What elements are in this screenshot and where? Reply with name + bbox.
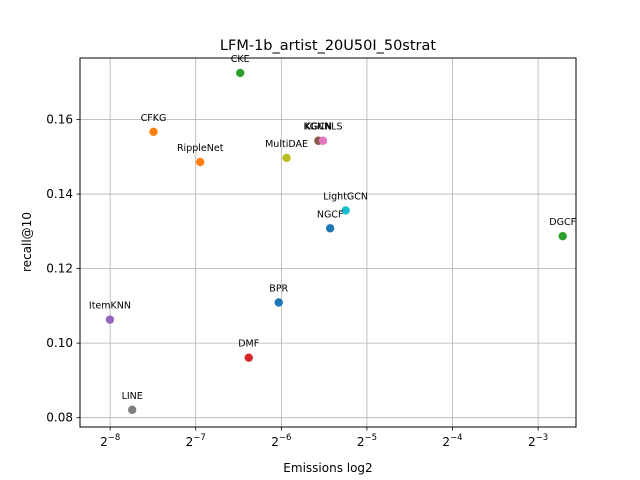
x-tick-exponent: −6: [279, 433, 292, 443]
data-point-cke: [236, 68, 245, 78]
x-axis-label: Emissions log2: [283, 461, 372, 475]
x-tick-label: 2−5: [357, 433, 377, 449]
axis-ticks: 2−8 2−7 2−6 2−5 2−4 2−30.080.100.120.140.16: [46, 113, 548, 450]
point-label: RippleNet: [177, 143, 224, 154]
y-tick-label: 0.08: [46, 411, 73, 425]
point-label: LightGCN: [323, 191, 368, 202]
x-tick-base: 2: [357, 435, 365, 449]
data-point-itemknn: [105, 315, 115, 324]
data-point-bpr: [274, 298, 283, 307]
data-point-cfkg: [149, 127, 158, 136]
x-tick-label: 2−8: [100, 433, 120, 449]
y-tick-label: 0.10: [46, 336, 73, 350]
chart-title: LFM-1b_artist_20U50I_50strat: [220, 38, 436, 54]
data-point-dgcf: [558, 231, 567, 241]
y-tick-label: 0.12: [46, 262, 73, 276]
point-label: DGCF: [549, 217, 576, 228]
point-label: NGCF: [317, 209, 344, 220]
data-point-dmf: [244, 353, 253, 362]
data-point-ripplenet: [196, 157, 205, 167]
point-label: CKE: [231, 54, 250, 65]
y-tick-label: 0.14: [46, 187, 73, 201]
data-point-line: [128, 405, 137, 415]
y-axis-label: recall@10: [20, 212, 34, 272]
x-tick-exponent: −3: [536, 433, 549, 443]
x-tick-base: 2: [100, 435, 108, 449]
point-label: ItemKNN: [89, 301, 131, 312]
y-tick-label: 0.16: [46, 113, 73, 127]
x-tick-label: 2−7: [186, 433, 206, 449]
point-label: MultiDAE: [265, 139, 308, 150]
x-tick-base: 2: [528, 435, 536, 449]
point-label: DMF: [238, 339, 259, 350]
point-label: KGCN: [305, 122, 332, 133]
data-point-kgnnls: [318, 136, 328, 145]
x-tick-exponent: −8: [108, 433, 121, 443]
point-label: LINE: [122, 391, 143, 402]
x-tick-label: 2−4: [442, 433, 462, 449]
data-point-multidae: [282, 153, 291, 163]
x-tick-exponent: −4: [450, 433, 463, 443]
point-label: BPR: [269, 284, 288, 295]
x-tick-label: 2−3: [528, 433, 548, 449]
plot-frame: [79, 57, 577, 428]
point-label: CFKG: [141, 113, 167, 124]
x-tick-label: 2−6: [271, 433, 291, 449]
grid: [80, 58, 576, 427]
x-tick-base: 2: [442, 435, 450, 449]
point-label: KGNNLS: [303, 122, 342, 133]
data-point-lightgcn: [341, 206, 350, 215]
x-tick-exponent: −7: [193, 433, 206, 443]
x-tick-base: 2: [186, 435, 194, 449]
x-tick-base: 2: [271, 435, 279, 449]
data-points: [105, 68, 567, 415]
x-tick-exponent: −5: [364, 433, 377, 443]
data-point-ngcf: [325, 224, 335, 233]
